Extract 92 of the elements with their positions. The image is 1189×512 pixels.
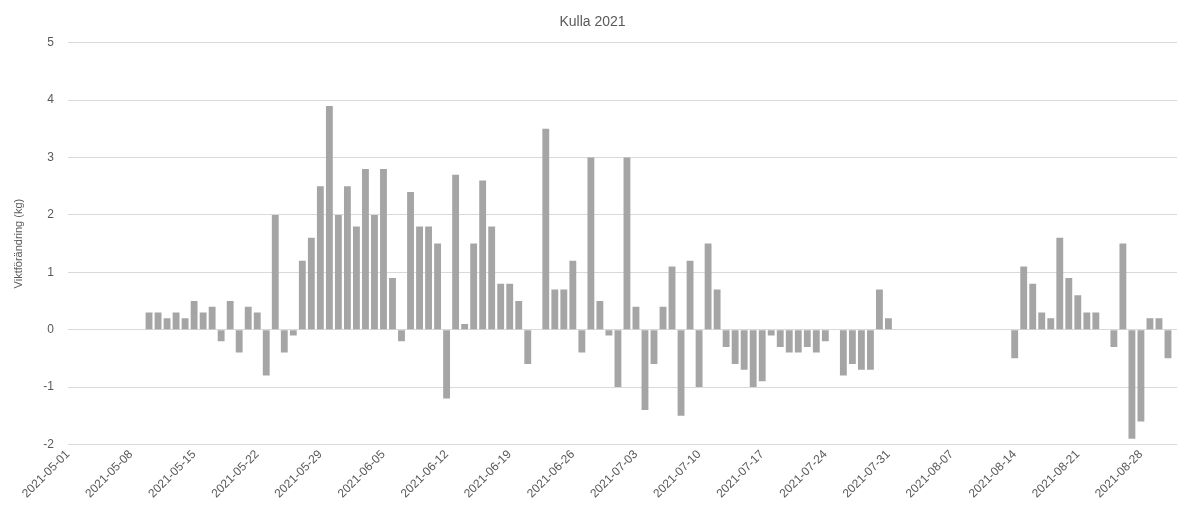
bar — [172, 312, 180, 330]
bar — [1056, 237, 1064, 330]
bar — [371, 214, 378, 330]
bar — [289, 330, 297, 336]
bar — [362, 169, 369, 330]
bar — [208, 306, 216, 330]
bar — [506, 283, 514, 330]
bar — [767, 330, 775, 336]
bar — [389, 278, 396, 330]
bar — [443, 330, 451, 399]
bar — [749, 330, 757, 388]
bar — [569, 260, 577, 330]
bar — [542, 128, 550, 330]
bar — [235, 330, 243, 353]
bar — [226, 300, 234, 330]
bar — [758, 330, 766, 382]
bar — [722, 330, 730, 347]
bar — [731, 330, 739, 365]
bar — [280, 330, 288, 353]
bar — [1119, 243, 1127, 330]
bar — [551, 289, 559, 330]
bar — [298, 260, 306, 330]
y-tick-label: 2 — [47, 207, 55, 222]
bar — [181, 318, 189, 330]
bar — [866, 330, 874, 370]
bar — [587, 157, 595, 330]
bar — [217, 330, 225, 342]
bar — [398, 330, 405, 342]
bar — [1011, 330, 1019, 359]
bar — [1047, 318, 1055, 330]
bar — [885, 318, 892, 330]
bar — [1083, 312, 1091, 330]
bar — [857, 330, 865, 370]
bar — [803, 330, 811, 347]
bar — [316, 186, 324, 330]
bar — [848, 330, 856, 365]
bar — [479, 180, 487, 330]
bar — [262, 330, 270, 376]
bar — [271, 214, 279, 330]
bar — [713, 289, 721, 330]
bar — [1110, 330, 1118, 347]
y-tick-label: -2 — [43, 436, 55, 451]
bar — [434, 243, 442, 330]
bar — [1020, 266, 1028, 330]
bar — [497, 283, 505, 330]
bar — [334, 214, 342, 330]
bar — [560, 289, 568, 330]
bar — [407, 191, 414, 330]
bar — [1038, 312, 1046, 330]
bar — [307, 237, 315, 330]
bar — [876, 289, 883, 330]
bar — [596, 300, 604, 330]
bar — [190, 300, 198, 330]
bar — [199, 312, 207, 330]
bar — [515, 300, 523, 330]
bar — [1092, 312, 1100, 330]
bar — [605, 330, 613, 336]
bar — [776, 330, 784, 347]
bar — [794, 330, 802, 353]
y-axis-title: Viktförändring (kg) — [11, 198, 24, 289]
y-tick-label: 5 — [47, 35, 55, 50]
y-tick-label: 4 — [47, 92, 55, 107]
bar — [785, 330, 793, 353]
bar — [740, 330, 748, 370]
y-tick-label: 3 — [47, 149, 55, 164]
bar — [524, 330, 532, 365]
bar — [704, 243, 712, 330]
bar — [1074, 295, 1082, 330]
bar — [470, 243, 478, 330]
bar — [1029, 283, 1037, 330]
chart-title: Kulla 2021 — [559, 13, 626, 30]
bar — [461, 323, 469, 330]
bar — [695, 330, 703, 388]
bar — [244, 306, 252, 330]
bar — [839, 330, 847, 376]
bar — [488, 226, 496, 330]
y-tick-label: 0 — [47, 321, 55, 336]
bar — [578, 330, 586, 353]
bar — [380, 169, 387, 330]
bar — [325, 105, 333, 330]
bar — [821, 330, 829, 342]
bar — [343, 186, 351, 330]
y-tick-label: -1 — [43, 379, 55, 394]
bar — [416, 226, 423, 330]
bar — [353, 226, 360, 330]
bar — [1065, 278, 1073, 330]
bar — [1128, 330, 1136, 439]
bar — [425, 226, 432, 330]
y-tick-label: 1 — [47, 264, 55, 279]
bar — [812, 330, 820, 353]
bar — [253, 312, 261, 330]
bar — [452, 174, 460, 330]
